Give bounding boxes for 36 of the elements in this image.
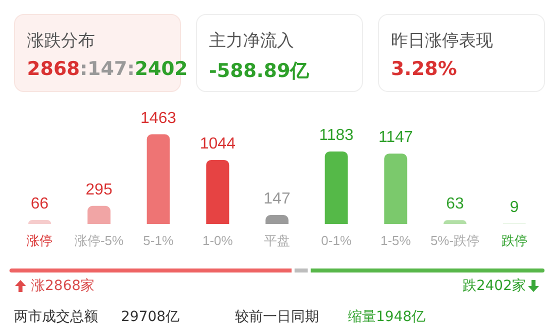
bar: [146, 134, 170, 224]
data-label: 147: [264, 190, 290, 208]
text: 昨日涨停表现: [391, 30, 494, 52]
data-label: 295: [86, 181, 112, 198]
text: 两市成交总额: [14, 308, 98, 326]
text: 较前一日同期: [235, 308, 319, 326]
text: -588.89亿: [209, 59, 310, 84]
bar: [206, 160, 230, 224]
x-tick-label: 1-5%: [380, 233, 412, 248]
text: 2868:147:2402: [27, 58, 188, 80]
x-tick-label: 涨停: [26, 233, 53, 248]
x-tick-label: 1-0%: [202, 233, 234, 248]
data-label: 9: [510, 198, 519, 216]
text: 涨2868家: [31, 277, 95, 295]
x-tick-label: 涨停-5%: [74, 233, 124, 248]
data-label: 1183: [319, 126, 354, 144]
data-label: 66: [30, 195, 49, 212]
x-tick-label: 平盘: [264, 233, 290, 248]
x-tick-label: 跌停: [501, 233, 528, 248]
bar: [266, 214, 288, 224]
x-tick-label: 5%-跌停: [430, 233, 480, 248]
text: 3.28%: [391, 58, 458, 80]
data-label: 1463: [140, 110, 176, 127]
text: 29708亿: [121, 308, 180, 326]
x-tick-label: 5-1%: [143, 233, 174, 248]
data-label: 63: [446, 196, 464, 213]
text: 跌2402家: [462, 277, 526, 295]
data-label: 1044: [200, 135, 236, 152]
bar: [324, 151, 348, 224]
text: 主力净流入: [209, 30, 295, 52]
data-label: 1147: [378, 129, 413, 146]
text: 缩量1948亿: [348, 308, 426, 326]
bar: [384, 154, 408, 224]
text: 涨跌分布: [27, 30, 96, 52]
bar: [88, 206, 110, 224]
x-tick-label: 0-1%: [321, 233, 352, 248]
